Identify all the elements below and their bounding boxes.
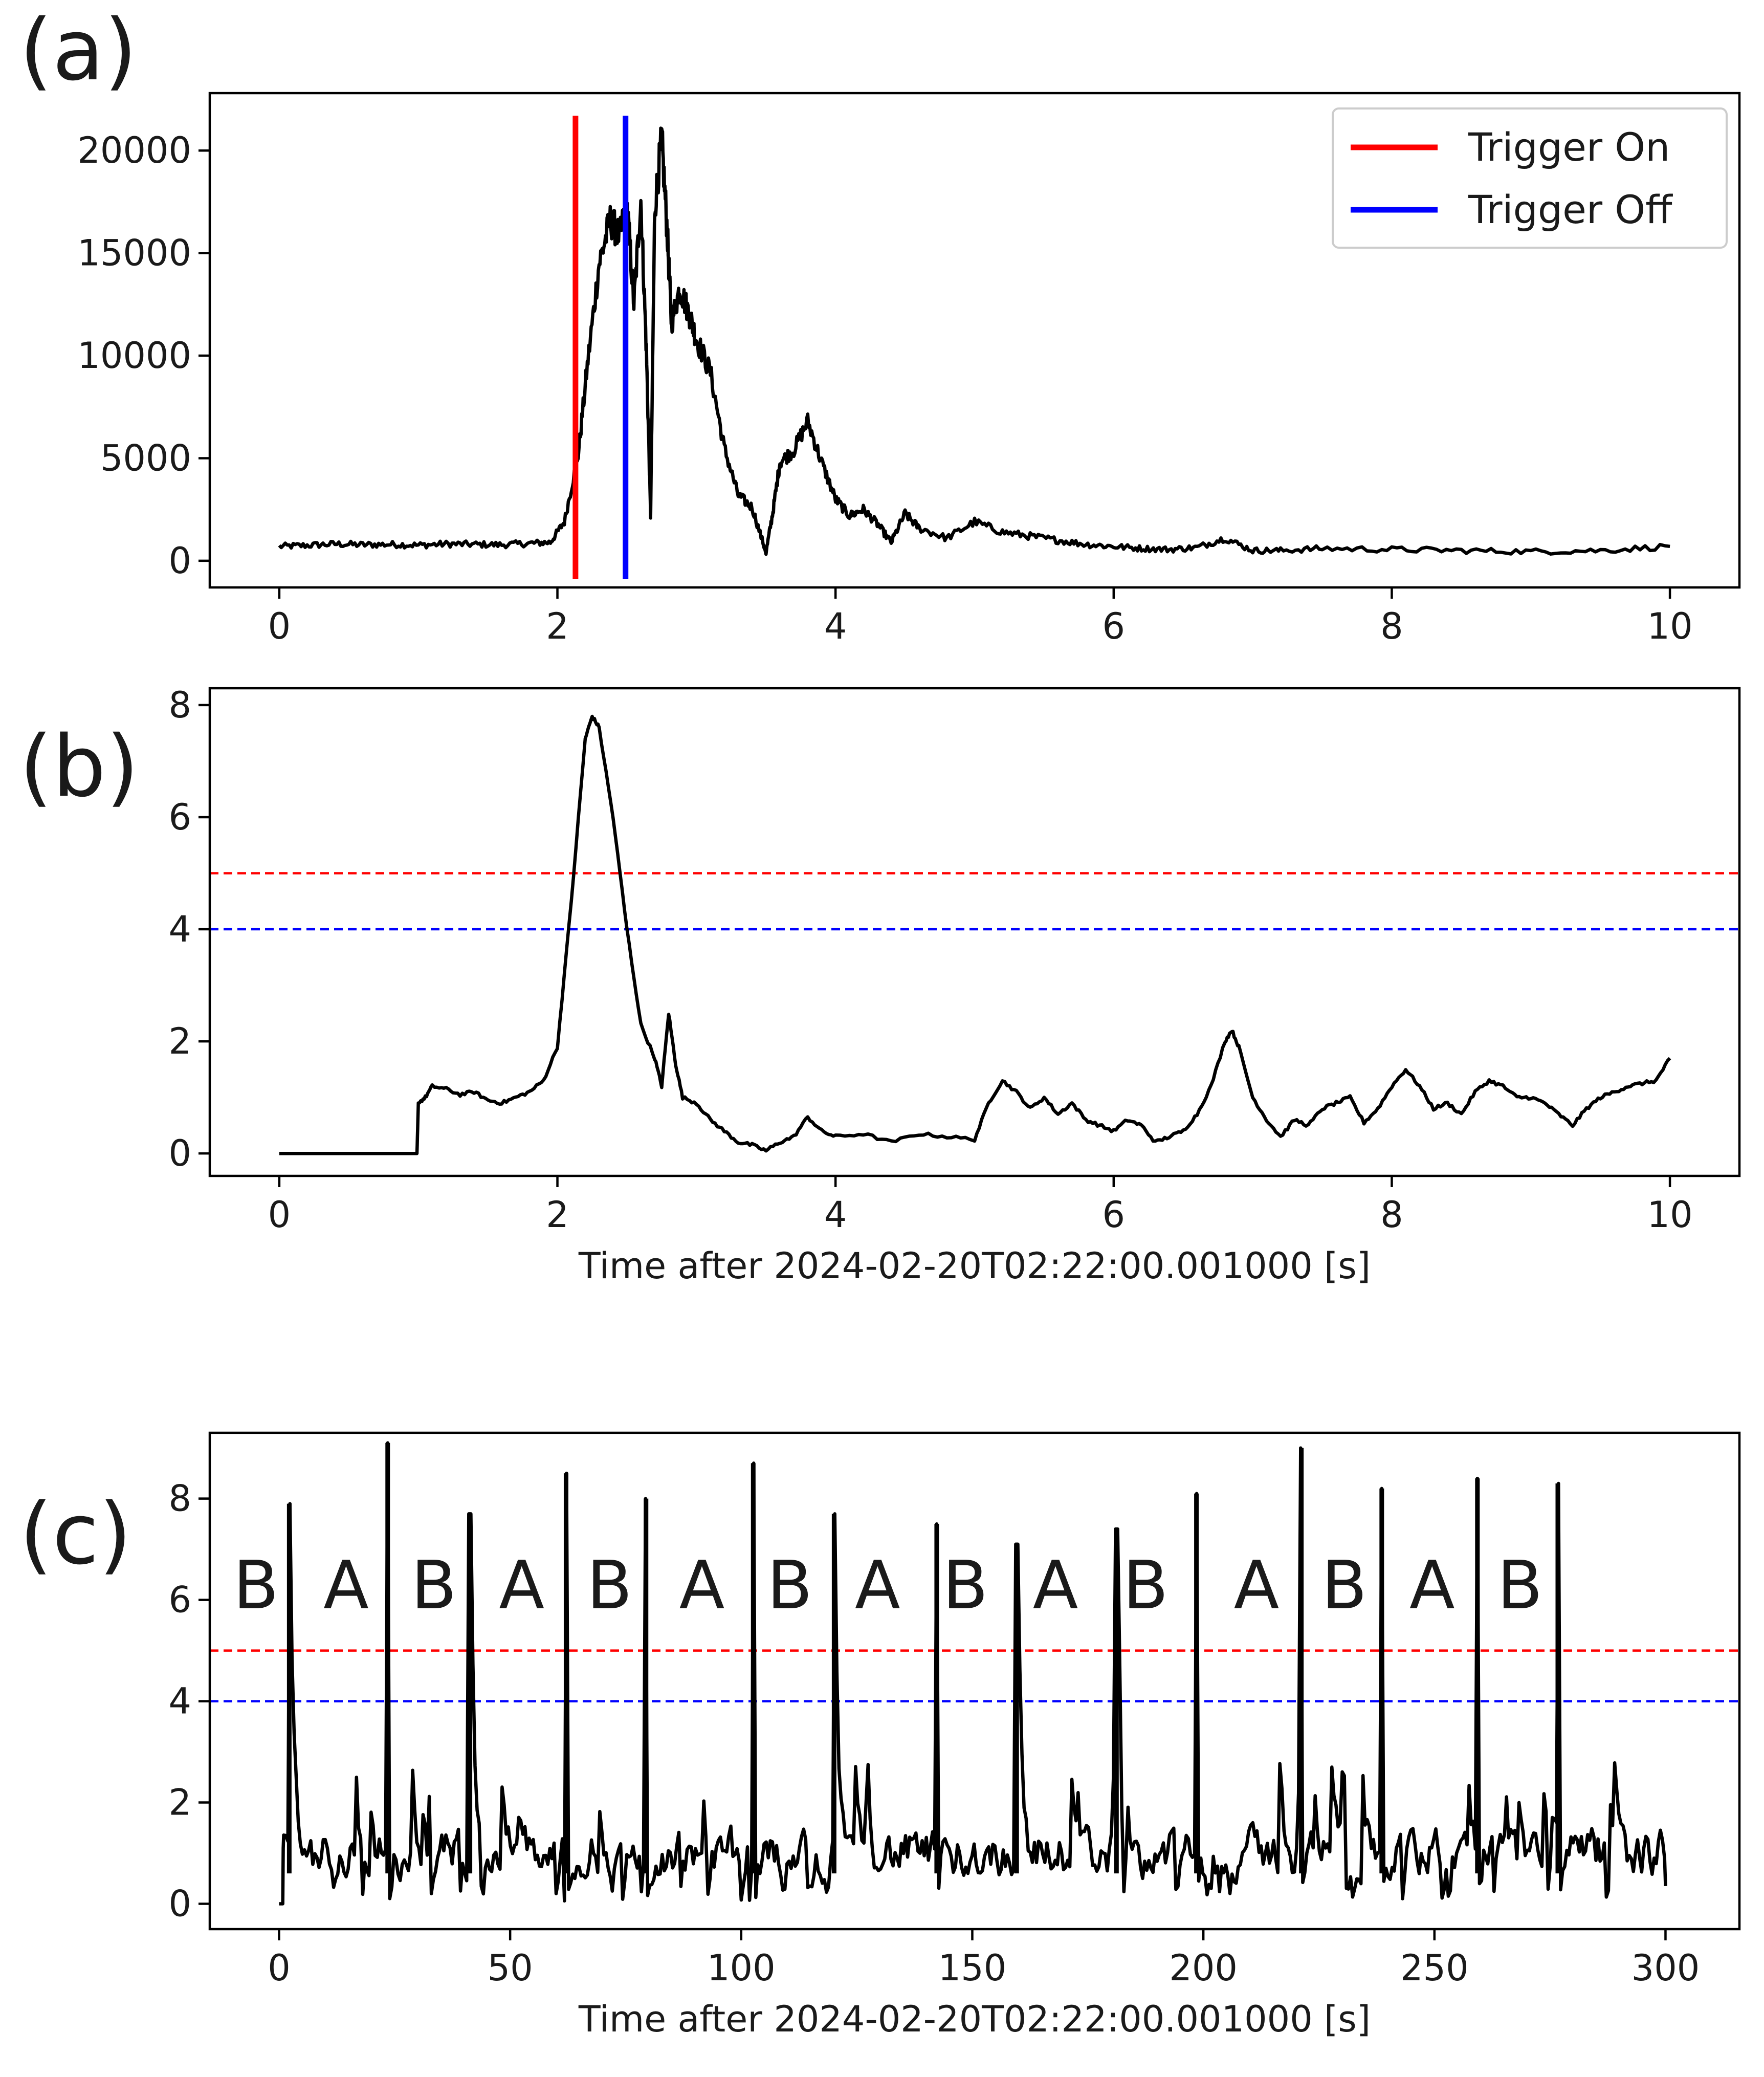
segment-label: A: [855, 1546, 900, 1624]
y-tick-label: 5000: [100, 437, 191, 479]
y-tick-label: 8: [168, 684, 191, 726]
y-tick-label: 6: [168, 1579, 191, 1621]
segment-label: A: [1234, 1546, 1280, 1624]
x-axis-label: Time after 2024-02-20T02:22:00.001000 [s…: [578, 1245, 1371, 1287]
x-tick-label: 10: [1647, 1194, 1693, 1236]
segment-label: A: [679, 1546, 725, 1624]
legend-entry: Trigger Off: [1468, 187, 1673, 232]
x-tick-label: 2: [546, 1194, 569, 1236]
y-tick-label: 4: [168, 908, 191, 950]
x-tick-label: 200: [1169, 1947, 1238, 1989]
x-tick-label: 8: [1380, 1194, 1403, 1236]
panel-c: B A B A B A B A B A B A B A B0 50 100 150 200 250 30002468Ti…: [19, 1431, 1741, 2040]
y-tick-label: 2: [168, 1020, 191, 1062]
sta-lta-series-line: [279, 714, 1671, 1155]
segment-label: A: [1033, 1546, 1078, 1624]
segment-label: B: [233, 1546, 279, 1624]
segment-label: A: [499, 1546, 544, 1624]
legend-entry: Trigger On: [1468, 124, 1670, 170]
y-tick-label: 4: [168, 1680, 191, 1722]
plot-area: [210, 1441, 1739, 1906]
y-tick-label: 15000: [77, 232, 191, 274]
y-tick-label: 10000: [77, 335, 191, 377]
x-tick-label: 150: [938, 1947, 1007, 1989]
y-tick-label: 6: [168, 796, 191, 838]
sta-lta-series-line: [279, 1441, 1667, 1906]
plot-frame: [208, 1431, 1741, 1931]
x-tick-label: 0: [268, 1947, 291, 1989]
y-tick-label: 8: [168, 1478, 191, 1520]
panel-label: (b): [19, 717, 139, 816]
plot-frame: [208, 92, 1741, 589]
panel-label: (c): [19, 1485, 131, 1583]
envelope-series-line: [278, 126, 1670, 556]
x-tick-label: 6: [1102, 1194, 1126, 1236]
x-tick-label: 4: [824, 605, 847, 647]
legend: Trigger On Trigger Off: [1332, 107, 1728, 249]
segment-label: B: [1497, 1546, 1542, 1624]
segment-label: A: [1409, 1546, 1455, 1624]
x-tick-label: 300: [1631, 1947, 1700, 1989]
segment-label: B: [942, 1546, 988, 1624]
x-tick-label: 10: [1647, 605, 1693, 647]
x-axis-label: Time after 2024-02-20T02:22:00.001000 [s…: [578, 1998, 1371, 2040]
panel-label: (a): [19, 1, 137, 99]
x-tick-label: 4: [824, 1194, 847, 1236]
segment-label: B: [767, 1546, 812, 1624]
segment-label: B: [1123, 1546, 1168, 1624]
plot-area: [210, 714, 1739, 1155]
panel-a: 0 2 4 6 8 10 0 5000 10000 15000 20000 (a) Trigger On…: [19, 1, 1741, 647]
segment-label: B: [1321, 1546, 1367, 1624]
legend-box: [1332, 107, 1728, 249]
x-tick-label: 50: [488, 1947, 533, 1989]
y-tick-label: 2: [168, 1782, 191, 1824]
x-tick-label: 250: [1400, 1947, 1469, 1989]
y-tick-label: 0: [168, 1132, 191, 1174]
segment-label: A: [323, 1546, 369, 1624]
x-tick-label: 100: [707, 1947, 776, 1989]
y-tick-label: 0: [168, 540, 191, 582]
x-tick-label: 2: [546, 605, 569, 647]
segment-label: B: [587, 1546, 632, 1624]
x-tick-label: 0: [268, 1194, 291, 1236]
x-tick-label: 8: [1380, 605, 1403, 647]
y-tick-label: 0: [168, 1883, 191, 1925]
segment-label: B: [411, 1546, 457, 1624]
y-tick-label: 20000: [77, 129, 191, 171]
x-tick-label: 0: [268, 605, 291, 647]
plot-area: [278, 116, 1670, 579]
x-tick-label: 6: [1102, 605, 1126, 647]
plot-frame: [208, 687, 1741, 1177]
